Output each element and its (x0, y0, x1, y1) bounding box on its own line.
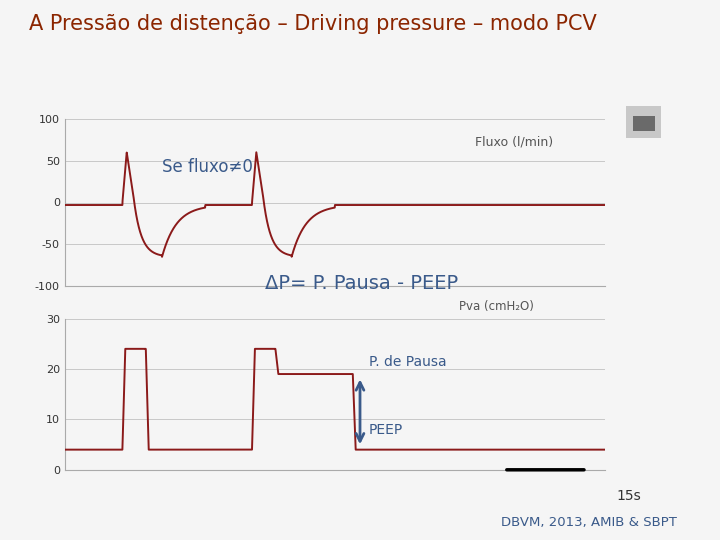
Text: A Pressão de distenção – Driving pressure – modo PCV: A Pressão de distenção – Driving pressur… (29, 14, 597, 33)
Text: Se fluxo≠0: Se fluxo≠0 (162, 158, 253, 177)
Bar (633, 116, 654, 131)
Text: 15s: 15s (616, 489, 641, 503)
Text: Pva (cmH₂O): Pva (cmH₂O) (459, 300, 534, 313)
Text: ΔP= P. Pausa - PEEP: ΔP= P. Pausa - PEEP (265, 274, 459, 293)
Text: PEEP: PEEP (369, 423, 403, 437)
Text: DBVM, 2013, AMIB & SBPT: DBVM, 2013, AMIB & SBPT (501, 516, 677, 529)
FancyBboxPatch shape (624, 104, 664, 140)
Text: Fluxo (l/min): Fluxo (l/min) (475, 136, 554, 148)
Text: P. de Pausa: P. de Pausa (369, 355, 446, 369)
